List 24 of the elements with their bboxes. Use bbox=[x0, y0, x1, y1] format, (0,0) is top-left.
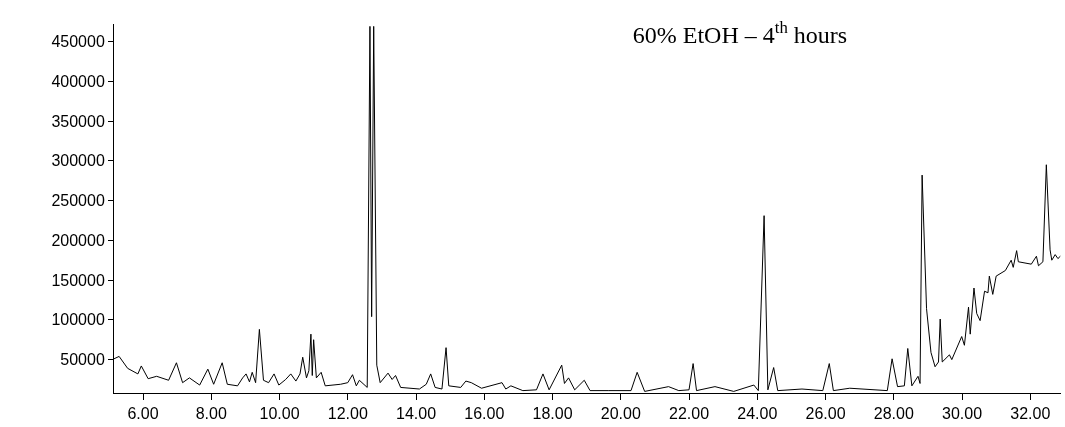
chart-title: 60% EtOH – 4$^{th}$ hours bbox=[632, 18, 848, 49]
y-tick-label: 400000 bbox=[51, 72, 105, 90]
y-tick-label: 100000 bbox=[51, 311, 105, 329]
x-tick-label: 26.00 bbox=[805, 405, 846, 423]
x-tick-label: 22.00 bbox=[669, 405, 710, 423]
y-tick-label: 250000 bbox=[51, 192, 105, 210]
y-tick-label: 50000 bbox=[60, 351, 105, 369]
y-tick-label: 200000 bbox=[51, 231, 105, 249]
y-tick-label: 350000 bbox=[51, 112, 105, 130]
x-tick-label: 24.00 bbox=[737, 405, 778, 423]
x-tick-label: 10.00 bbox=[259, 405, 300, 423]
x-tick-label: 6.00 bbox=[127, 405, 159, 423]
x-tick-label: 18.00 bbox=[532, 405, 573, 423]
y-tick-label: 150000 bbox=[51, 271, 105, 289]
x-tick-label: 14.00 bbox=[396, 405, 437, 423]
x-tick-label: 32.00 bbox=[1010, 405, 1051, 423]
y-tick-label: 450000 bbox=[51, 33, 105, 51]
x-tick-label: 8.00 bbox=[195, 405, 227, 423]
y-tick-label: 300000 bbox=[51, 152, 105, 170]
x-tick-label: 16.00 bbox=[464, 405, 505, 423]
x-tick-label: 28.00 bbox=[873, 405, 914, 423]
x-tick-label: 20.00 bbox=[600, 405, 641, 423]
x-tick-label: 30.00 bbox=[942, 405, 983, 423]
x-tick-label: 12.00 bbox=[327, 405, 368, 423]
